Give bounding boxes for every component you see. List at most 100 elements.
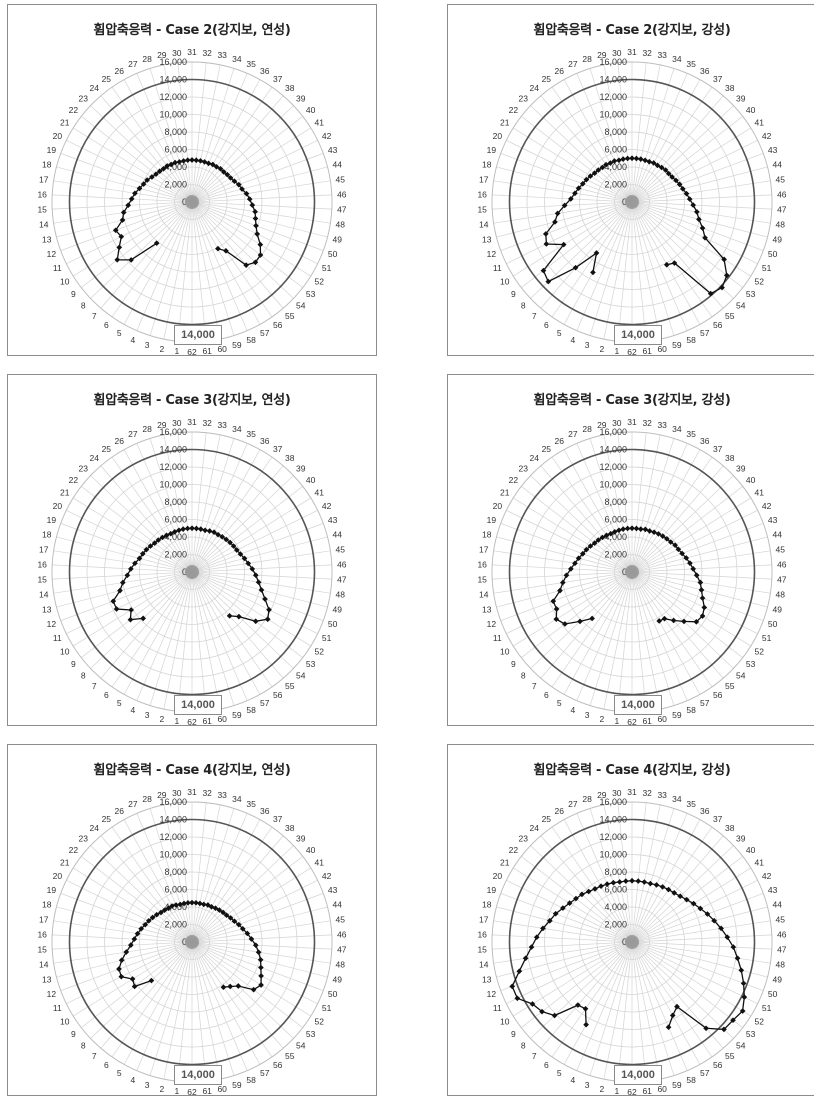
radial-tick-label: 6,000 <box>604 515 627 525</box>
category-label: 44 <box>332 899 342 909</box>
radial-tick-label: 6,000 <box>164 145 187 155</box>
category-label: 6 <box>544 690 549 700</box>
category-label: 12 <box>487 989 497 999</box>
data-point <box>529 944 535 950</box>
center-spike <box>192 942 193 949</box>
category-label: 54 <box>296 1040 306 1050</box>
spoke-line <box>61 523 192 572</box>
category-label: 50 <box>768 989 778 999</box>
category-label: 3 <box>585 710 590 720</box>
category-label: 24 <box>90 83 100 93</box>
category-label: 34 <box>672 424 682 434</box>
category-label: 51 <box>762 263 772 273</box>
category-label: 30 <box>172 48 182 58</box>
spoke-line <box>192 116 303 202</box>
category-label: 30 <box>172 788 182 798</box>
category-label: 15 <box>37 945 47 955</box>
category-label: 25 <box>542 444 552 454</box>
spoke-line <box>61 153 192 202</box>
category-label: 48 <box>336 220 346 230</box>
category-label: 59 <box>672 710 682 720</box>
radial-tick-label: 14,000 <box>599 75 627 85</box>
category-label: 9 <box>511 289 516 299</box>
category-label: 34 <box>232 794 242 804</box>
category-label: 25 <box>102 74 112 84</box>
category-label: 45 <box>776 174 786 184</box>
spoke-line <box>632 80 700 202</box>
spoke-line <box>73 202 192 276</box>
category-label: 54 <box>736 670 746 680</box>
category-label: 46 <box>777 929 787 939</box>
category-label: 27 <box>568 59 578 69</box>
spoke-line <box>66 572 192 634</box>
category-label: 23 <box>79 464 89 474</box>
category-label: 20 <box>53 131 63 141</box>
category-label: 21 <box>500 488 510 498</box>
category-label: 46 <box>777 189 787 199</box>
spoke-line <box>632 202 763 251</box>
category-label: 12 <box>47 619 57 629</box>
radial-tick-label: 8,000 <box>604 867 627 877</box>
chart-panel: 02,0004,0006,0008,00010,00012,00014,0001… <box>7 744 377 1096</box>
spoke-line <box>137 202 192 331</box>
category-label: 50 <box>768 249 778 259</box>
category-label: 33 <box>657 790 667 800</box>
radial-tick-label: 14,000 <box>159 75 187 85</box>
data-point <box>670 1013 676 1019</box>
category-label: 45 <box>776 914 786 924</box>
category-label: 29 <box>597 420 607 430</box>
category-label: 32 <box>642 418 652 428</box>
data-point <box>116 245 122 251</box>
category-label: 14 <box>479 960 489 970</box>
data-point <box>128 607 134 613</box>
category-label: 13 <box>482 605 492 615</box>
category-label: 29 <box>597 50 607 60</box>
category-label: 47 <box>337 575 347 585</box>
category-label: 26 <box>554 66 564 76</box>
spoke-line <box>124 202 192 324</box>
category-label: 6 <box>104 1060 109 1070</box>
radial-tick-label: 2,000 <box>604 180 627 190</box>
spoke-line <box>632 813 687 942</box>
spoke-line <box>192 572 260 694</box>
spoke-line <box>521 202 632 288</box>
limit-label-box: 14,000 <box>614 695 662 715</box>
category-label: 10 <box>60 1016 70 1026</box>
category-label: 33 <box>657 50 667 60</box>
data-point <box>517 968 523 974</box>
category-label: 15 <box>477 575 487 585</box>
radar-chart-svg: 02,0004,0006,0008,00010,00012,00014,0001… <box>8 375 377 726</box>
spoke-line <box>192 572 283 678</box>
spoke-line <box>192 450 260 572</box>
category-label: 55 <box>285 681 295 691</box>
category-label: 53 <box>306 659 316 669</box>
category-label: 8 <box>521 1040 526 1050</box>
category-label: 10 <box>500 276 510 286</box>
category-label: 20 <box>493 871 503 881</box>
data-point <box>629 878 635 884</box>
category-label: 14 <box>39 220 49 230</box>
data-point <box>257 242 263 248</box>
category-label: 11 <box>493 1003 502 1013</box>
radar-chart-svg: 02,0004,0006,0008,00010,00012,00014,0001… <box>8 5 377 356</box>
data-point <box>592 886 598 892</box>
category-label: 8 <box>521 670 526 680</box>
category-label: 57 <box>700 698 710 708</box>
category-label: 1 <box>614 716 619 726</box>
category-label: 24 <box>90 823 100 833</box>
spoke-line <box>577 572 632 701</box>
category-label: 54 <box>736 300 746 310</box>
category-label: 11 <box>493 633 502 643</box>
spoke-line <box>66 942 192 1004</box>
spoke-line <box>501 202 632 251</box>
category-label: 54 <box>296 300 306 310</box>
category-label: 56 <box>713 1060 723 1070</box>
category-label: 5 <box>117 1068 122 1078</box>
radial-tick-label: 2,000 <box>604 920 627 930</box>
category-label: 54 <box>736 1040 746 1050</box>
spoke-line <box>192 202 283 308</box>
spoke-line <box>192 880 318 942</box>
category-label: 61 <box>202 716 212 726</box>
spoke-line <box>192 202 311 276</box>
category-label: 56 <box>273 320 283 330</box>
